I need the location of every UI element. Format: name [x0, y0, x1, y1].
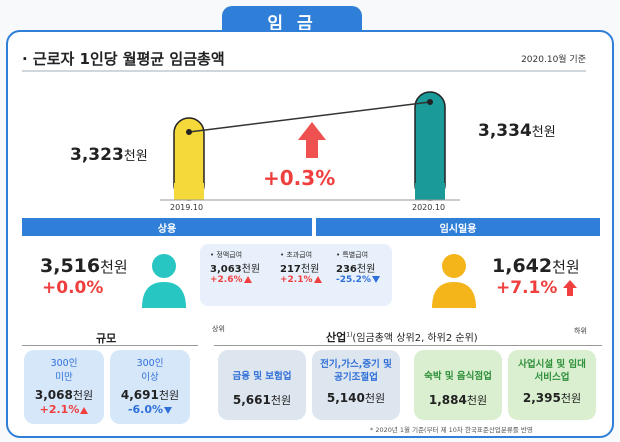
regular-item-1: • 정액급여 3,063천원 +2.6% [210, 251, 261, 285]
prev-value: 3,323천원 [70, 145, 148, 165]
down-arrow-icon [371, 276, 380, 283]
scale-item-small: 300인 미만 3,068천원 +2.1% [24, 350, 104, 424]
prev-period: 2019.10 [170, 203, 204, 212]
person-icon [432, 254, 476, 308]
prev-dot [186, 129, 192, 135]
industry-item-2: 전기,가스,증기 및 공기조절업 5,140천원 [312, 350, 400, 420]
comparison-graphic [160, 91, 460, 201]
regular-detail-box [200, 244, 392, 306]
regular-total: 3,516천원 [40, 255, 128, 277]
change-percent: +0.3% [263, 166, 336, 190]
trend-line [188, 101, 431, 133]
up-arrow-icon [243, 276, 252, 283]
industry-divider [214, 345, 602, 346]
curr-period: 2020.10 [412, 203, 446, 212]
section-header: · 근로자 1인당 월평균 임금총액 2020.10월 기준 [22, 48, 586, 72]
up-arrow-icon [298, 122, 326, 158]
temporary-value: 1,642천원 [492, 255, 580, 277]
footnote: * 2020년 1월 기준(부터 제 10차 한국표준산업분류를 반영 [370, 426, 533, 434]
scale-label: 규모 [96, 332, 117, 345]
curr-value: 3,334천원 [478, 121, 556, 141]
scale-divider [22, 345, 198, 346]
scale-item-large: 300인 이상 4,691천원 -6.0% [110, 350, 190, 424]
industry-title: 산업1)(임금총액 상위2, 하위2 순위) [326, 331, 478, 344]
industry-item-4: 사업시설 및 임대서비스업 2,395천원 [508, 350, 596, 420]
curr-bar-base [415, 183, 445, 200]
top-label: 상위 [212, 325, 225, 333]
regular-change: +0.0% [42, 278, 104, 298]
curr-dot [427, 99, 433, 105]
person-icon [142, 254, 186, 308]
up-arrow-icon [80, 406, 89, 414]
industry-item-1: 금융 및 보험업 5,661천원 [218, 350, 306, 420]
section-title: · 근로자 1인당 월평균 임금총액 [22, 48, 332, 69]
prev-bar-base [174, 183, 204, 200]
temporary-change: +7.1% [496, 278, 578, 298]
down-arrow-icon [164, 406, 173, 414]
regular-item-3: • 특별급여 236천원 -25.2% [336, 250, 392, 285]
regular-band: 상용 [22, 218, 312, 236]
temporary-band: 임시일용 [316, 218, 600, 236]
regular-item-2: • 초과급여 217천원 +2.1% [280, 250, 336, 285]
up-arrow-icon [313, 276, 322, 283]
up-arrow-icon [563, 280, 578, 296]
bottom-label: 하위 [574, 327, 587, 335]
header-divider [22, 70, 586, 72]
industry-item-3: 숙박 및 음식점업 1,884천원 [414, 350, 502, 420]
basis-date: 2020.10월 기준 [521, 55, 586, 65]
